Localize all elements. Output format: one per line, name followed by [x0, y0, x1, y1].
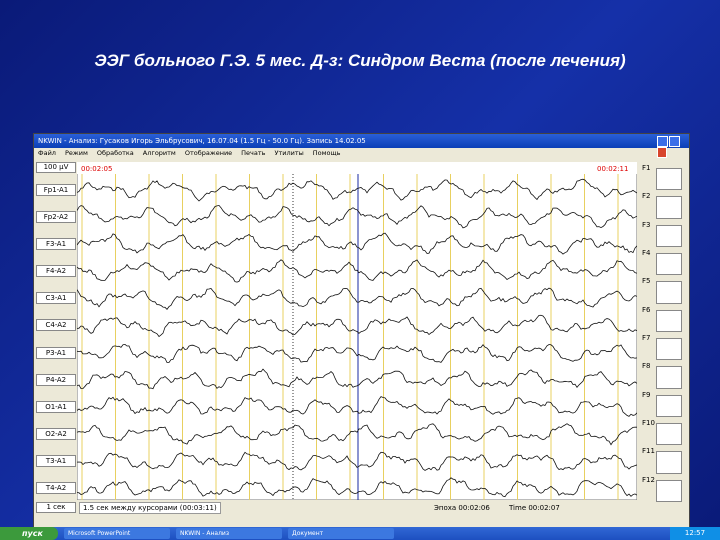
status-epoch: Эпоха 00:02:06	[434, 504, 490, 512]
menu-item[interactable]: Утилиты	[274, 149, 304, 157]
eeg-trace	[77, 451, 637, 471]
eeg-trace	[77, 423, 637, 446]
status-time: Time 00:02:07	[509, 504, 560, 512]
function-button[interactable]	[656, 224, 682, 247]
function-button[interactable]	[656, 281, 682, 304]
function-button[interactable]	[656, 309, 682, 332]
function-key: F2	[642, 192, 651, 201]
function-key: F9	[642, 390, 651, 399]
eeg-trace	[77, 178, 637, 202]
function-key: F4	[642, 249, 651, 257]
function-key: F10	[642, 419, 655, 427]
channel-label: F4-A2	[36, 265, 76, 278]
status-bar: 1.5 сек между курсорами (00:03:11) Эпоха…	[34, 502, 689, 514]
function-key: F11	[642, 447, 655, 456]
channel-label: C3-A1	[36, 292, 76, 305]
clock: 12:57	[670, 527, 720, 540]
function-button[interactable]	[656, 366, 682, 389]
menu-item[interactable]: Алгоритм	[142, 149, 176, 157]
time-start: 00:02:05	[81, 165, 112, 173]
time-end: 00:02:11	[597, 165, 628, 173]
function-button[interactable]	[656, 423, 682, 446]
function-key: F12	[642, 475, 655, 484]
channel-label: Fp2-A2	[36, 210, 76, 223]
app-window: NKWIN - Анализ: Гусаков Игорь Эльбрусови…	[33, 133, 690, 529]
eeg-trace	[77, 477, 637, 498]
time-scale: 1 сек	[36, 502, 76, 513]
eeg-trace	[77, 259, 637, 283]
menu-item[interactable]: Обработка	[96, 149, 134, 157]
start-button[interactable]: пуск	[0, 527, 58, 540]
menu-item[interactable]: Файл	[38, 149, 56, 157]
window-title: NKWIN - Анализ: Гусаков Игорь Эльбрусови…	[34, 134, 689, 148]
menu-bar: Файл Режим Обработка Алгоритм Отображение Печ…	[34, 148, 689, 159]
channel-label: Fp1-A1	[36, 183, 76, 196]
taskbar: пуск 12:57 Microsoft PowerPoint NKWIN - А…	[0, 527, 720, 540]
function-key: F6	[642, 305, 651, 314]
eeg-trace	[77, 204, 637, 229]
function-button[interactable]	[656, 451, 682, 474]
eeg-background	[77, 162, 637, 500]
amplitude-scale: 100 µV	[36, 162, 76, 173]
function-key: F3	[642, 220, 651, 229]
menu-item[interactable]: Отображение	[184, 149, 233, 157]
function-button[interactable]	[656, 394, 682, 417]
channel-label: F3-A1	[36, 237, 76, 250]
status-cursor: 1.5 сек между курсорами (00:03:11)	[79, 502, 221, 514]
eeg-trace	[77, 396, 637, 417]
function-button[interactable]	[656, 253, 682, 276]
menu-item[interactable]: Помощь	[312, 149, 341, 157]
menu-item[interactable]: Печать	[241, 149, 266, 157]
task-button[interactable]: Microsoft PowerPoint	[64, 528, 170, 539]
function-button[interactable]	[656, 168, 682, 191]
eeg-view: 00:02:05 00:02:11	[77, 162, 637, 500]
window-controls[interactable]	[657, 136, 687, 158]
time-header	[77, 162, 637, 174]
channel-label: P4-A2	[36, 373, 76, 386]
channel-label: T4-A2	[36, 482, 76, 495]
menu-item[interactable]: Режим	[64, 149, 88, 157]
function-key: F5	[642, 277, 651, 286]
task-button[interactable]: Документ	[288, 528, 394, 539]
slide-title: ЭЭГ больного Г.Э. 5 мес. Д-з: Синдром Ве…	[94, 51, 626, 70]
function-button[interactable]	[656, 196, 682, 219]
task-button[interactable]: NKWIN - Анализ	[176, 528, 282, 539]
function-key: F1	[642, 164, 651, 172]
function-key: F8	[642, 362, 651, 371]
eeg-trace	[77, 368, 637, 390]
function-button[interactable]	[656, 479, 682, 502]
function-button[interactable]	[656, 338, 682, 361]
function-key: F7	[642, 334, 651, 342]
eeg-trace	[77, 314, 637, 338]
eeg-trace	[77, 343, 637, 363]
channel-label: O2-A2	[36, 428, 76, 441]
channel-label: O1-A1	[36, 400, 76, 413]
channel-label: T3-A1	[36, 455, 76, 468]
eeg-trace	[77, 287, 637, 311]
channel-label: C4-A2	[36, 319, 76, 332]
eeg-trace	[77, 232, 637, 255]
channel-label: P3-A1	[36, 346, 76, 359]
